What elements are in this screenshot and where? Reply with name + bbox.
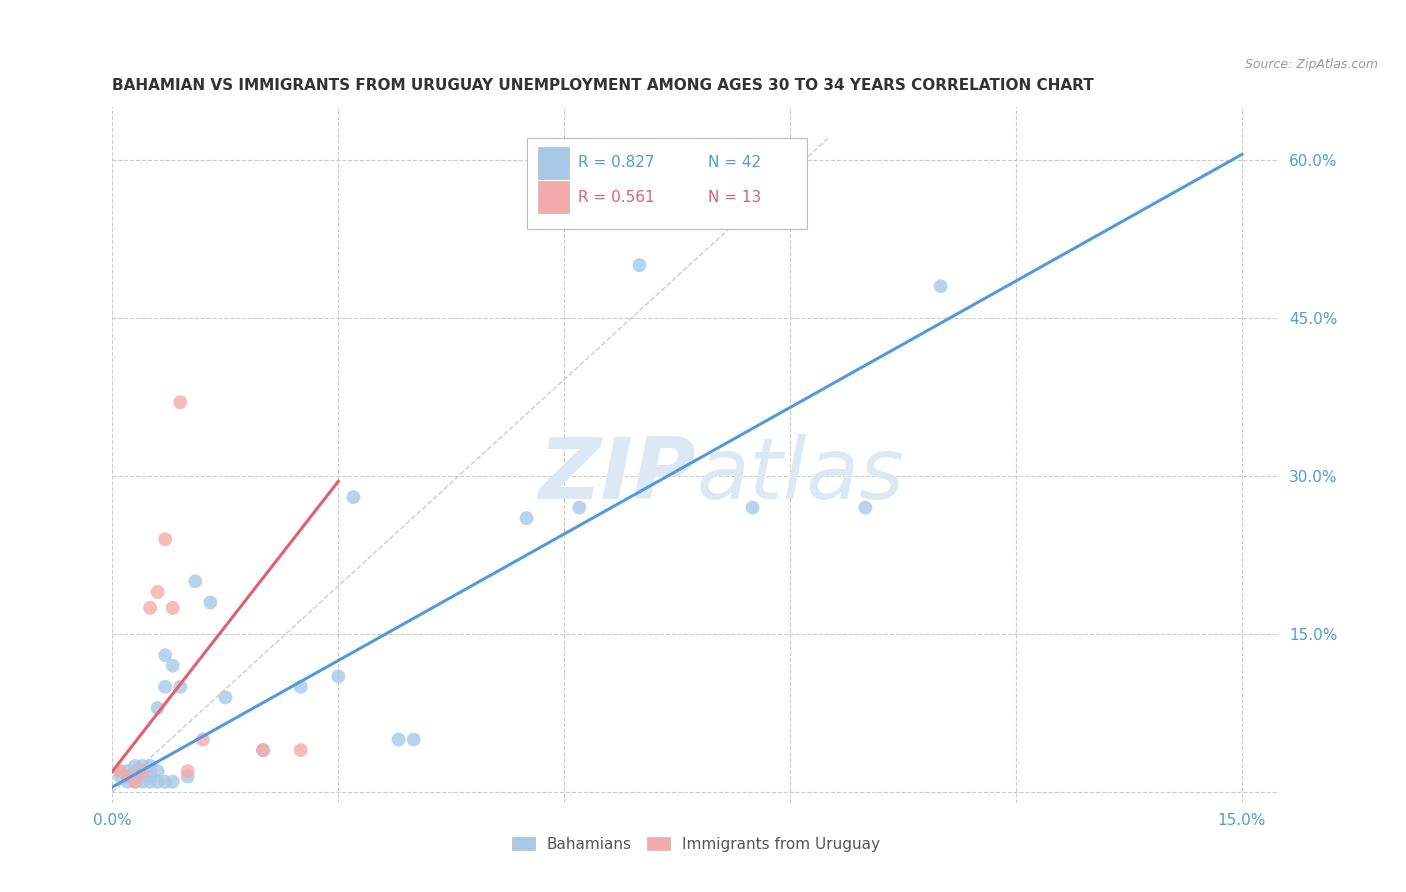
Text: ZIP: ZIP	[538, 434, 696, 517]
Text: Source: ZipAtlas.com: Source: ZipAtlas.com	[1244, 58, 1378, 71]
Point	[153, 648, 176, 663]
Point	[153, 533, 176, 547]
Text: R = 0.827: R = 0.827	[578, 155, 655, 170]
Point	[184, 574, 207, 589]
Point	[108, 764, 131, 779]
FancyBboxPatch shape	[538, 146, 569, 178]
Legend: Bahamians, Immigrants from Uruguay: Bahamians, Immigrants from Uruguay	[506, 830, 886, 858]
Point	[628, 258, 651, 272]
Point	[162, 658, 184, 673]
Point	[139, 769, 162, 783]
Text: N = 42: N = 42	[707, 155, 761, 170]
Point	[124, 764, 146, 779]
Point	[252, 743, 274, 757]
Point	[177, 764, 200, 779]
Point	[131, 764, 153, 779]
Point	[342, 490, 364, 504]
Text: R = 0.561: R = 0.561	[578, 190, 655, 205]
Point	[146, 701, 169, 715]
Point	[108, 769, 131, 783]
Point	[153, 774, 176, 789]
Point	[169, 395, 191, 409]
Point	[402, 732, 425, 747]
Text: atlas: atlas	[696, 434, 904, 517]
Point	[139, 764, 162, 779]
Point	[929, 279, 952, 293]
Point	[290, 743, 312, 757]
Point	[191, 732, 214, 747]
Point	[741, 500, 763, 515]
Point	[117, 769, 139, 783]
Point	[124, 774, 146, 789]
Point	[117, 764, 139, 779]
Point	[853, 500, 876, 515]
Point	[139, 759, 162, 773]
Point	[290, 680, 312, 694]
Point	[117, 769, 139, 783]
FancyBboxPatch shape	[527, 138, 807, 229]
Point	[252, 743, 274, 757]
Point	[117, 774, 139, 789]
Point	[108, 764, 131, 779]
Point	[568, 500, 591, 515]
Point	[387, 732, 409, 747]
Text: N = 13: N = 13	[707, 190, 761, 205]
Point	[124, 769, 146, 783]
Point	[131, 764, 153, 779]
Point	[131, 759, 153, 773]
Point	[146, 774, 169, 789]
Point	[328, 669, 350, 683]
Point	[124, 759, 146, 773]
Point	[131, 774, 153, 789]
Point	[131, 769, 153, 783]
Point	[214, 690, 236, 705]
FancyBboxPatch shape	[538, 181, 569, 213]
Text: BAHAMIAN VS IMMIGRANTS FROM URUGUAY UNEMPLOYMENT AMONG AGES 30 TO 34 YEARS CORRE: BAHAMIAN VS IMMIGRANTS FROM URUGUAY UNEM…	[112, 78, 1094, 94]
Point	[146, 764, 169, 779]
Point	[162, 774, 184, 789]
Point	[153, 680, 176, 694]
Point	[139, 600, 162, 615]
Point	[516, 511, 538, 525]
Point	[146, 585, 169, 599]
Point	[139, 774, 162, 789]
Point	[124, 774, 146, 789]
Point	[162, 600, 184, 615]
Point	[200, 595, 222, 609]
Point	[169, 680, 191, 694]
Point	[177, 769, 200, 783]
